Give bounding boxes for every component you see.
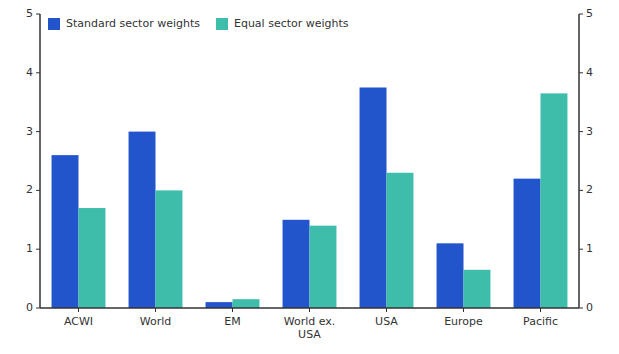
bar [129, 132, 156, 308]
y-tick-label: 0 [26, 301, 33, 314]
legend-swatch [216, 18, 228, 30]
y-tick [36, 72, 40, 73]
x-tick-label: USA [375, 315, 398, 328]
y2-tick [579, 14, 583, 15]
y2-axis-line [578, 14, 580, 308]
x-tick-label: World ex.USA [284, 315, 336, 341]
bar [514, 179, 541, 308]
x-tick-label: Pacific [523, 315, 558, 328]
y2-tick [579, 72, 583, 73]
y-tick [36, 308, 40, 309]
x-tick [155, 308, 156, 312]
y-tick-label: 1 [26, 242, 33, 255]
y2-tick-label: 0 [586, 301, 593, 314]
bar [52, 155, 79, 308]
legend-swatch [48, 18, 60, 30]
y2-tick-label: 4 [586, 66, 593, 79]
x-tick [463, 308, 464, 312]
y-tick [36, 249, 40, 250]
x-tick-label: Europe [444, 315, 483, 328]
y2-tick [579, 190, 583, 191]
chart-container: 0 1 2 3 4 5 0 1 2 3 4 5 ACWI World EM World ex.USA USA Eu… [0, 0, 619, 354]
x-tick-label: ACWI [64, 315, 93, 328]
y2-tick [579, 249, 583, 250]
legend-label: Equal sector weights [234, 17, 349, 30]
x-tick [78, 308, 79, 312]
y2-tick [579, 131, 583, 132]
bar [387, 173, 414, 308]
legend: Standard sector weights Equal sector weig… [48, 17, 349, 30]
y-tick-label: 4 [26, 66, 33, 79]
x-tick [309, 308, 310, 312]
bar [437, 243, 464, 308]
x-tick-label: EM [224, 315, 240, 328]
bar [156, 190, 183, 308]
y-tick [36, 14, 40, 15]
y2-tick-label: 5 [586, 7, 593, 20]
y2-tick-label: 1 [586, 242, 593, 255]
bar [79, 208, 106, 308]
bar [360, 88, 387, 309]
bar [310, 226, 337, 308]
y2-tick [579, 308, 583, 309]
y-tick [36, 131, 40, 132]
bar [233, 299, 260, 308]
bar [464, 270, 491, 308]
bar [541, 93, 568, 308]
bar [283, 220, 310, 308]
chart: 0 1 2 3 4 5 0 1 2 3 4 5 ACWI World EM World ex.USA USA Eu… [0, 0, 619, 354]
y-tick-label: 2 [26, 183, 33, 196]
x-tick [232, 308, 233, 312]
x-tick-label: World [140, 315, 172, 328]
bars [52, 88, 568, 309]
y-axis-line [39, 14, 41, 308]
x-tick [386, 308, 387, 312]
y-tick [36, 190, 40, 191]
x-tick [540, 308, 541, 312]
y-tick-label: 3 [26, 125, 33, 138]
y-tick-label: 5 [26, 7, 33, 20]
legend-label: Standard sector weights [66, 17, 200, 30]
bar [206, 302, 233, 308]
y2-tick-label: 3 [586, 125, 593, 138]
y2-tick-label: 2 [586, 183, 593, 196]
